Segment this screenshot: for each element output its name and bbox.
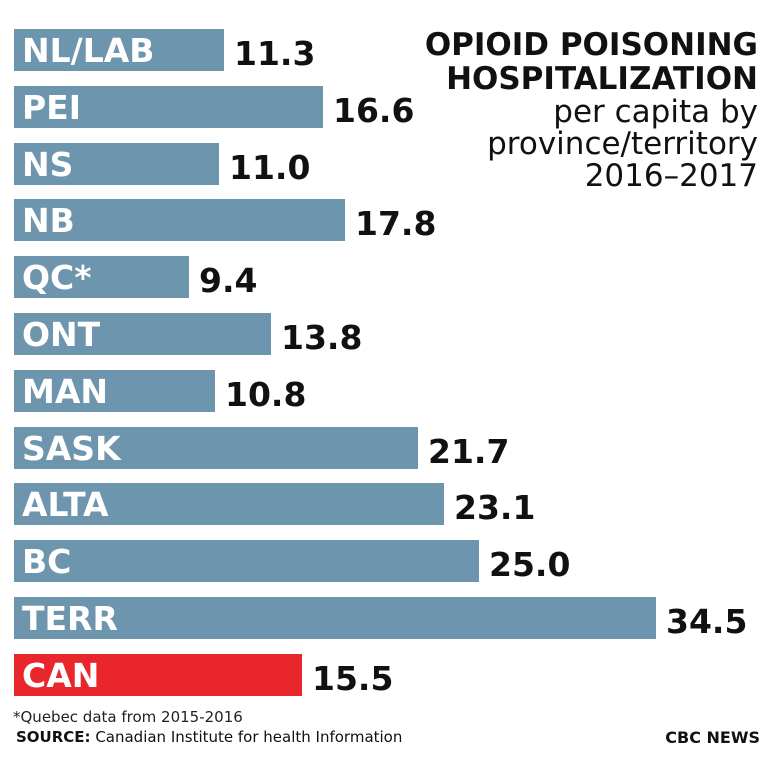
bar-man	[14, 370, 215, 412]
source-label: SOURCE:	[16, 728, 91, 746]
category-label-sask: SASK	[22, 429, 122, 468]
value-label-bc: 25.0	[489, 545, 570, 584]
value-label-terr: 34.5	[666, 602, 747, 641]
bar-bc	[14, 540, 479, 582]
category-label-man: MAN	[22, 372, 108, 411]
value-label-pei: 16.6	[333, 91, 414, 130]
bar-terr	[14, 597, 656, 639]
bar-nb	[14, 199, 345, 241]
bar-nl-lab	[14, 29, 224, 71]
bar-qc	[14, 256, 189, 298]
category-label-ns: NS	[22, 145, 73, 184]
category-label-pei: PEI	[22, 88, 81, 127]
category-label-can: CAN	[22, 656, 99, 695]
value-label-nl-lab: 11.3	[234, 34, 315, 73]
source-text: Canadian Institute for health Informatio…	[90, 728, 403, 746]
value-label-sask: 21.7	[428, 432, 509, 471]
value-label-alta: 23.1	[454, 488, 535, 527]
bar-can	[14, 654, 302, 696]
source-line: SOURCE: Canadian Institute for health In…	[16, 728, 402, 746]
category-label-terr: TERR	[22, 599, 118, 638]
chart-title-line-2: HOSPITALIZATION	[446, 61, 758, 97]
value-label-nb: 17.8	[355, 204, 436, 243]
chart-subtitle-line-1: per capita by	[553, 94, 758, 130]
category-label-qc: QC*	[22, 258, 92, 297]
value-label-ns: 11.0	[229, 148, 310, 187]
chart-subtitle-line-3: 2016–2017	[584, 158, 758, 194]
bar-alta	[14, 483, 444, 525]
value-label-man: 10.8	[225, 375, 306, 414]
brand-logo-text: CBC NEWS	[665, 728, 760, 747]
value-label-qc: 9.4	[199, 261, 257, 300]
category-label-alta: ALTA	[22, 485, 109, 524]
chart-title-line-1: OPIOID POISONING	[424, 27, 758, 63]
footnote: *Quebec data from 2015-2016	[13, 708, 243, 726]
chart-subtitle-line-2: province/territory	[487, 126, 758, 162]
bar-ns	[14, 143, 219, 185]
category-label-nb: NB	[22, 201, 75, 240]
category-label-ont: ONT	[22, 315, 101, 354]
category-label-nl-lab: NL/LAB	[22, 31, 154, 70]
value-label-can: 15.5	[312, 659, 393, 698]
bar-ont	[14, 313, 271, 355]
bar-sask	[14, 427, 418, 469]
category-label-bc: BC	[22, 542, 71, 581]
value-label-ont: 13.8	[281, 318, 362, 357]
bar-pei	[14, 86, 323, 128]
